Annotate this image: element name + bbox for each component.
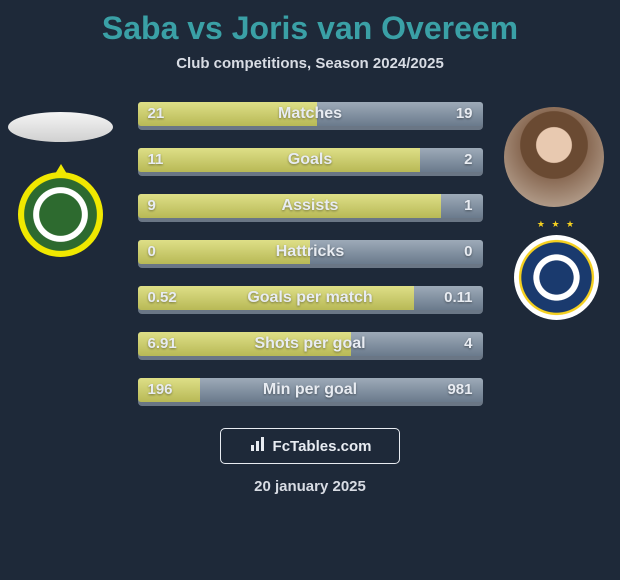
stat-value-left: 0.52 xyxy=(148,289,177,306)
stat-row: Goals11 2 xyxy=(138,148,483,178)
stat-value-right: 0.11 xyxy=(444,289,472,306)
stat-value-right: 19 xyxy=(456,105,473,122)
stat-label: Shots per goal xyxy=(138,335,483,353)
stat-value-left: 196 xyxy=(148,381,173,398)
right-avatars xyxy=(502,102,612,320)
brand-text: FcTables.com xyxy=(273,438,372,455)
chart-icon xyxy=(249,435,267,458)
stat-value-left: 21 xyxy=(148,105,165,122)
stat-value-right: 981 xyxy=(447,381,472,398)
stat-value-right: 4 xyxy=(464,335,472,352)
stat-label: Goals xyxy=(138,151,483,169)
stat-row: Hattricks0 0 xyxy=(138,240,483,270)
comparison-card: Saba vs Joris van Overeem Club competiti… xyxy=(0,0,620,580)
stat-row: Matches21 19 xyxy=(138,102,483,132)
stat-row: Shots per goal6.91 4 xyxy=(138,332,483,362)
stat-value-left: 0 xyxy=(148,243,156,260)
stat-value-left: 6.91 xyxy=(148,335,177,352)
footer-date: 20 january 2025 xyxy=(0,478,620,495)
stat-label: Min per goal xyxy=(138,381,483,399)
stat-rows: Matches21 19 Goals11 2 Assists9 1 Hattricks0 0 G… xyxy=(138,102,483,408)
club-badge-left xyxy=(18,172,103,257)
stat-row: Min per goal196 981 xyxy=(138,378,483,408)
club-badge-right xyxy=(514,235,599,320)
stat-value-left: 11 xyxy=(148,151,164,168)
stat-value-right: 2 xyxy=(464,151,472,168)
brand-badge: FcTables.com xyxy=(220,428,400,464)
stat-label: Hattricks xyxy=(138,243,483,261)
stat-label: Assists xyxy=(138,197,483,215)
stat-value-right: 0 xyxy=(464,243,472,260)
stat-value-left: 9 xyxy=(148,197,156,214)
stat-value-right: 1 xyxy=(464,197,472,214)
stat-label: Matches xyxy=(138,105,483,123)
stat-row: Assists9 1 xyxy=(138,194,483,224)
stat-label: Goals per match xyxy=(138,289,483,307)
player-photo-right xyxy=(504,107,604,207)
subtitle: Club competitions, Season 2024/2025 xyxy=(0,55,620,72)
stat-row: Goals per match0.52 0.11 xyxy=(138,286,483,316)
page-title: Saba vs Joris van Overeem xyxy=(0,10,620,47)
stats-area: Matches21 19 Goals11 2 Assists9 1 Hattricks0 0 G… xyxy=(0,102,620,408)
player-photo-placeholder-left xyxy=(8,112,113,142)
left-avatars xyxy=(8,102,118,257)
